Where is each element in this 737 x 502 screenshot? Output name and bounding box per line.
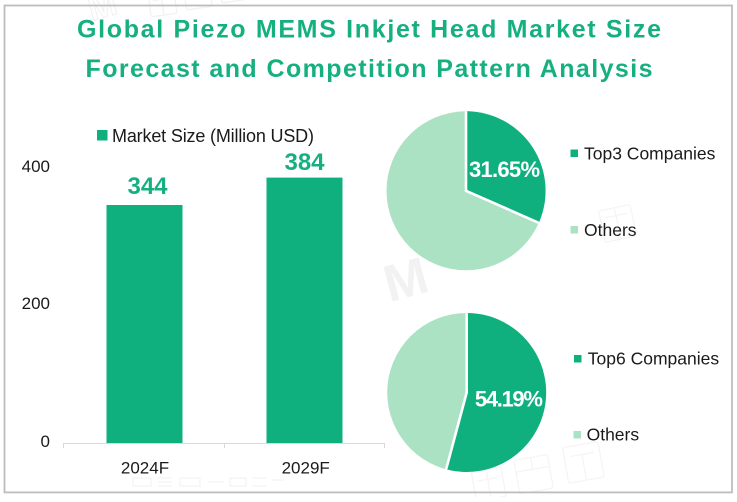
svg-text:Top3 Companies: Top3 Companies: [584, 143, 716, 163]
svg-text:2024F: 2024F: [121, 458, 169, 477]
svg-text:Market Size (Million USD): Market Size (Million USD): [112, 126, 314, 146]
svg-text:Forecast and Competition Patte: Forecast and Competition Pattern Analysi…: [86, 55, 653, 83]
svg-text:Others: Others: [584, 220, 637, 240]
svg-text:344: 344: [127, 173, 168, 200]
svg-text:31.65%: 31.65%: [469, 157, 540, 182]
svg-text:Global Piezo MEMS Inkjet Head: Global Piezo MEMS Inkjet Head Market Siz…: [77, 16, 661, 44]
svg-text:400: 400: [22, 157, 50, 176]
svg-text:Top6 Companies: Top6 Companies: [588, 349, 720, 369]
svg-text:Others: Others: [587, 425, 640, 445]
svg-text:2029F: 2029F: [282, 458, 330, 477]
svg-text:200: 200: [22, 294, 50, 313]
svg-text:54.19%: 54.19%: [475, 386, 543, 411]
svg-text:0: 0: [41, 432, 50, 451]
svg-text:384: 384: [284, 149, 325, 176]
